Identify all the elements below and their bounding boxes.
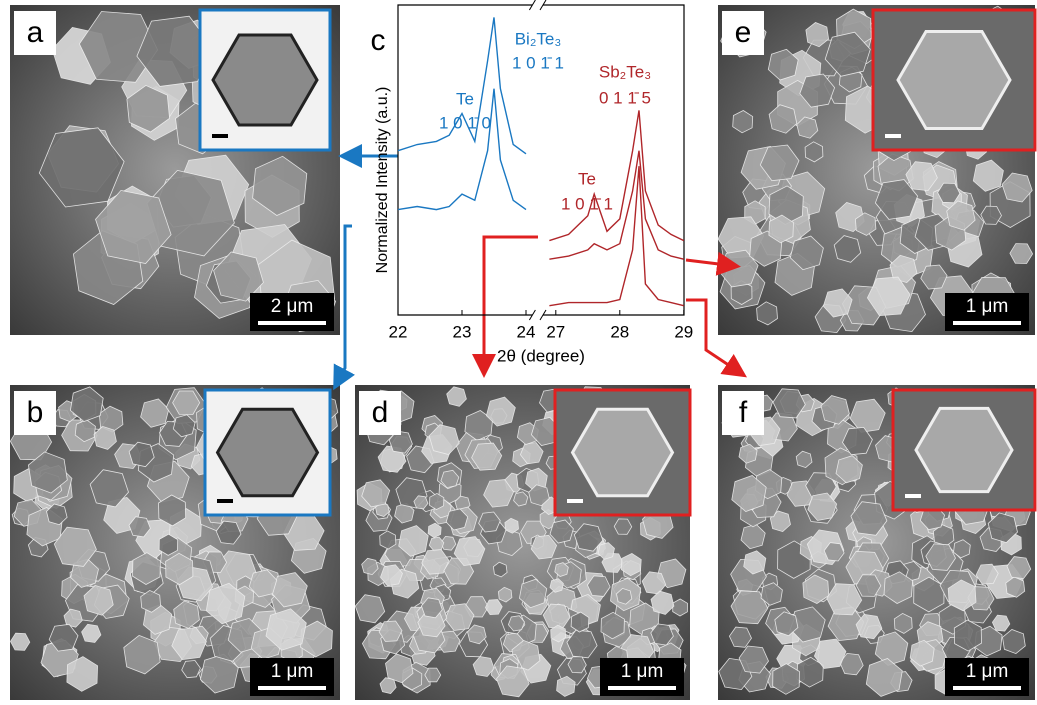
figure: a 2 μm b 1 μm d 1 μm e 1 μm f 1 μm 22 23 24 27 28 29 2θ… bbox=[0, 0, 1037, 705]
xrd-curve bbox=[398, 17, 526, 153]
y-axis-label: Normalized Intensity (a.u.) bbox=[374, 87, 391, 274]
xrd-curve bbox=[549, 110, 683, 240]
peak-annotation: 1 0 1̄ 1 bbox=[512, 53, 564, 72]
scale-bar-label: 1 μm bbox=[271, 661, 314, 682]
crystal bbox=[425, 668, 441, 682]
sem-panel: e 1 μm bbox=[718, 5, 1035, 335]
peak-annotation: Te bbox=[578, 169, 596, 188]
page: {"panels": [ {"label": "a", "scale_bar":… bbox=[0, 0, 1037, 705]
panel-label: e bbox=[735, 16, 752, 49]
peak-annotation: 1 0 1̄ 0 bbox=[439, 113, 491, 132]
peak-annotation: 0 1 1̄ 5 bbox=[599, 88, 651, 107]
x-tick-label: 23 bbox=[453, 322, 472, 341]
scale-bar-label: 1 μm bbox=[966, 661, 1009, 682]
peak-annotation: 1 0 1̄ 1 bbox=[561, 194, 613, 213]
x-axis-label: 2θ (degree) bbox=[497, 346, 585, 365]
panel-label: b bbox=[27, 396, 44, 429]
scale-bar-label: 1 μm bbox=[621, 661, 664, 682]
xrd-curve bbox=[549, 166, 683, 306]
x-tick-label: 24 bbox=[517, 322, 536, 341]
panel-label: d bbox=[372, 396, 389, 429]
sem-panel: d 1 μm bbox=[355, 385, 690, 700]
panel-label: f bbox=[739, 396, 748, 429]
sem-panel: f 1 μm bbox=[718, 385, 1035, 700]
peak-annotation: Sb₂Te₃ bbox=[599, 62, 651, 81]
x-tick-label: 29 bbox=[674, 322, 693, 341]
axis-frame bbox=[398, 5, 532, 315]
x-tick-label: 22 bbox=[389, 322, 408, 341]
sem-panel: a 2 μm bbox=[10, 5, 340, 335]
peak-annotation: Bi₂Te₃ bbox=[515, 29, 562, 48]
x-tick-label: 27 bbox=[546, 322, 565, 341]
sem-panel: b 1 μm bbox=[10, 385, 340, 700]
scale-bar-label: 2 μm bbox=[271, 296, 314, 317]
chart-panel-label: c bbox=[371, 24, 386, 57]
axis-frame bbox=[543, 5, 684, 315]
x-tick-label: 28 bbox=[610, 322, 629, 341]
peak-annotation: Te bbox=[456, 89, 474, 108]
panel-label: a bbox=[27, 16, 44, 49]
scale-bar-label: 1 μm bbox=[966, 296, 1009, 317]
